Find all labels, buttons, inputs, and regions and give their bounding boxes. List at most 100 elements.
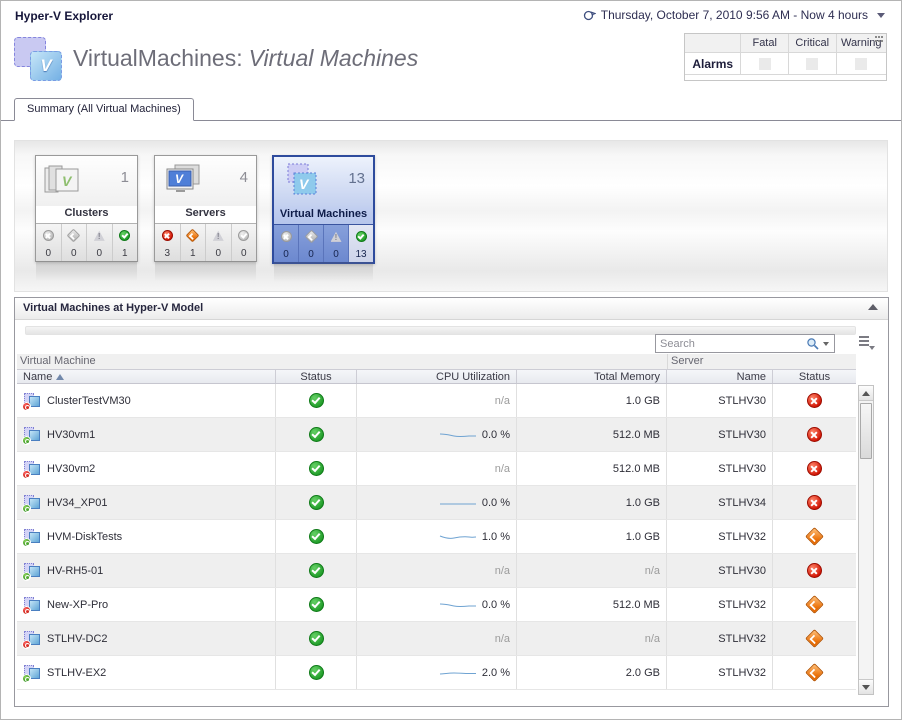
alarms-critical-cell[interactable] bbox=[787, 53, 836, 75]
vms-normal-cell[interactable]: 13 bbox=[349, 225, 373, 262]
server-status-icon bbox=[807, 427, 822, 442]
vm-name: HV-RH5-01 bbox=[47, 564, 104, 577]
vm-status-icon bbox=[308, 461, 324, 476]
server-status-icon bbox=[805, 663, 824, 682]
table-row[interactable]: HVM-DiskTests 1.0 % 1.0 GB STLHV32 bbox=[17, 520, 856, 554]
cpu-sparkline bbox=[439, 535, 476, 539]
scrollbar-thumb[interactable] bbox=[860, 403, 872, 459]
clusters-label: Clusters bbox=[64, 207, 109, 219]
svg-text:V: V bbox=[62, 173, 73, 189]
table-customizer-icon[interactable] bbox=[859, 336, 875, 350]
table-row[interactable]: STLHV-EX2 2.0 % 2.0 GB STLHV32 bbox=[17, 656, 856, 690]
page-title-object: VirtualMachines: bbox=[73, 45, 243, 71]
server-status-icon bbox=[807, 393, 822, 408]
sort-ascending-icon bbox=[56, 374, 65, 380]
vm-status-icon bbox=[308, 393, 324, 408]
memory-value: 512.0 MB bbox=[612, 598, 660, 611]
table-row[interactable]: HV34_XP01 0.0 % 1.0 GB STLHV34 bbox=[17, 486, 856, 520]
cpu-value: 1.0 % bbox=[481, 530, 510, 543]
tile-clusters[interactable]: V 1 Clusters 0 0 0 bbox=[35, 155, 138, 281]
vms-warning-cell[interactable]: 0 bbox=[324, 225, 349, 262]
alarms-row-label: Alarms bbox=[685, 53, 741, 75]
vm-icon bbox=[22, 528, 40, 547]
tile-virtual-machines[interactable]: V 13 Virtual Machines 0 0 0 bbox=[272, 155, 375, 282]
scroll-up-button[interactable] bbox=[859, 386, 873, 401]
tile-servers[interactable]: V 4 Servers 3 1 0 bbox=[154, 155, 257, 281]
memory-value: 1.0 GB bbox=[625, 530, 660, 543]
vm-name: HV30vm2 bbox=[47, 462, 96, 475]
server-name: STLHV30 bbox=[718, 564, 766, 577]
vm-name: HVM-DiskTests bbox=[47, 530, 123, 543]
column-header-row: Name Status CPU Utilization Total Memory… bbox=[17, 369, 856, 384]
server-name: STLHV32 bbox=[718, 598, 766, 611]
table-row[interactable]: New-XP-Pro 0.0 % 512.0 MB STLHV32 bbox=[17, 588, 856, 622]
cpu-value: 0.0 % bbox=[481, 428, 510, 441]
table-row[interactable]: ClusterTestVM30 n/a 1.0 GB STLHV30 bbox=[17, 384, 856, 418]
server-status-icon bbox=[807, 563, 822, 578]
servers-count: 4 bbox=[239, 169, 248, 186]
memory-value: 1.0 GB bbox=[625, 496, 660, 509]
table-row[interactable]: HV-RH5-01 n/a n/a STLHV30 bbox=[17, 554, 856, 588]
servers-normal-cell[interactable]: 0 bbox=[232, 224, 257, 261]
clusters-warning-cell[interactable]: 0 bbox=[87, 224, 113, 261]
vms-critical-cell[interactable]: 0 bbox=[299, 225, 324, 262]
clusters-fatal-cell[interactable]: 0 bbox=[36, 224, 62, 261]
search-input[interactable] bbox=[656, 337, 806, 350]
time-range-label: Thursday, October 7, 2010 9:56 AM - Now … bbox=[600, 8, 868, 22]
cpu-sparkline bbox=[439, 603, 476, 607]
column-header-name[interactable]: Name bbox=[17, 370, 276, 383]
alarms-warning-cell[interactable] bbox=[835, 53, 886, 75]
vm-icon bbox=[22, 630, 40, 649]
table-row[interactable]: HV30vm2 n/a 512.0 MB STLHV30 bbox=[17, 452, 856, 486]
collapse-panel-icon[interactable] bbox=[868, 304, 878, 310]
column-header-server-name[interactable]: Name bbox=[667, 370, 773, 383]
alarms-footer bbox=[685, 75, 886, 80]
column-header-server-status[interactable]: Status bbox=[798, 371, 831, 383]
cpu-value: n/a bbox=[494, 632, 510, 645]
alarms-summary-table: Fatal Critical Warning Alarms bbox=[684, 33, 887, 81]
cpu-sparkline bbox=[439, 503, 476, 504]
servers-critical-cell[interactable]: 1 bbox=[181, 224, 206, 261]
tab-strip: Summary (All Virtual Machines) bbox=[1, 97, 901, 121]
memory-value: 1.0 GB bbox=[625, 394, 660, 407]
vm-name: STLHV-EX2 bbox=[47, 666, 107, 679]
vms-fatal-cell[interactable]: 0 bbox=[274, 225, 299, 262]
search-icon[interactable] bbox=[806, 337, 820, 351]
server-name: STLHV30 bbox=[718, 462, 766, 475]
column-header-status[interactable]: Status bbox=[276, 370, 357, 383]
table-row[interactable]: STLHV-DC2 n/a n/a STLHV32 bbox=[17, 622, 856, 656]
cpu-value: n/a bbox=[494, 462, 510, 475]
column-header-total-memory[interactable]: Total Memory bbox=[517, 370, 667, 383]
server-name: STLHV34 bbox=[718, 496, 766, 509]
vm-name: STLHV-DC2 bbox=[47, 632, 108, 645]
cpu-value: 0.0 % bbox=[481, 496, 510, 509]
servers-warning-cell[interactable]: 0 bbox=[206, 224, 232, 261]
alarms-fatal-cell[interactable] bbox=[740, 53, 788, 75]
group-header-virtual-machine: Virtual Machine bbox=[20, 355, 96, 367]
memory-value: n/a bbox=[644, 564, 660, 577]
servers-fatal-cell[interactable]: 3 bbox=[155, 224, 181, 261]
warning-icon bbox=[330, 231, 342, 242]
vm-name: HV30vm1 bbox=[47, 428, 96, 441]
warning-icon bbox=[212, 230, 224, 241]
server-name: STLHV32 bbox=[718, 632, 766, 645]
fatal-icon bbox=[280, 231, 292, 243]
critical-icon bbox=[66, 228, 81, 243]
vertical-scrollbar[interactable] bbox=[858, 385, 874, 695]
vm-name: ClusterTestVM30 bbox=[47, 394, 131, 407]
scroll-down-button[interactable] bbox=[859, 679, 873, 694]
topology-tiles-band: V 1 Clusters 0 0 0 bbox=[14, 140, 888, 292]
panel-title: Virtual Machines at Hyper-V Model bbox=[15, 298, 888, 320]
table-row[interactable]: HV30vm1 0.0 % 512.0 MB STLHV30 bbox=[17, 418, 856, 452]
vm-status-icon bbox=[308, 529, 324, 544]
clusters-critical-cell[interactable]: 0 bbox=[62, 224, 87, 261]
vm-status-icon bbox=[308, 427, 324, 442]
clusters-normal-cell[interactable]: 1 bbox=[113, 224, 138, 261]
column-header-cpu-utilization[interactable]: CPU Utilization bbox=[357, 370, 517, 383]
tab-summary-all-virtual-machines[interactable]: Summary (All Virtual Machines) bbox=[14, 98, 194, 121]
search-options-icon[interactable] bbox=[823, 341, 829, 346]
table-options-icon[interactable] bbox=[875, 36, 884, 42]
vm-icon bbox=[22, 426, 40, 445]
time-range-selector[interactable]: Thursday, October 7, 2010 9:56 AM - Now … bbox=[583, 8, 885, 22]
alarms-col-critical: Critical bbox=[787, 34, 836, 53]
